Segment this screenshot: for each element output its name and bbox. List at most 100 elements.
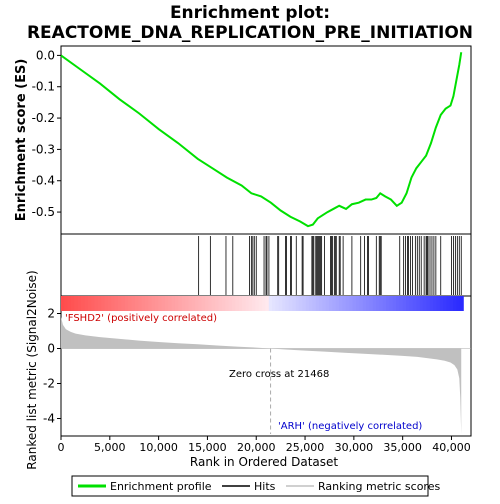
rank-heat-segment (141, 296, 146, 311)
rank-heat-segment (195, 296, 200, 311)
rank-heat-segment (208, 296, 213, 311)
rank-heat-segment (372, 296, 377, 311)
rank-heat-segment (114, 296, 119, 311)
metric-axis-label: Ranked list metric (Signal2Noise) (25, 270, 39, 469)
legend-label-hits: Hits (254, 480, 276, 493)
rank-heat-segment (352, 296, 357, 311)
rank-heat-segment (201, 296, 206, 311)
rank-heat-segment (168, 296, 173, 311)
rank-heat-segment (295, 296, 300, 311)
es-y-tick-label: -0.3 (32, 142, 55, 156)
rank-heat-segment (101, 296, 106, 311)
negative-correlation-label: 'ARH' (negatively correlated) (278, 421, 422, 432)
rank-heat-segment (148, 296, 153, 311)
rank-heat-segment (74, 296, 79, 311)
rank-heat-segment (225, 296, 230, 311)
rank-heat-segment (436, 296, 441, 311)
rank-heat-segment (235, 296, 240, 311)
rank-heat-segment (188, 296, 193, 311)
rank-heat-segment (302, 296, 307, 311)
metric-y-tick-label: 2 (47, 307, 55, 321)
rank-heat-segment (111, 296, 116, 311)
rank-heat-segment (365, 296, 370, 311)
es-y-tick-label: -0.4 (32, 174, 55, 188)
ranked-metric-area (61, 317, 462, 435)
metric-y-tick-label: -2 (43, 377, 55, 391)
rank-heat-segment (386, 296, 391, 311)
rank-heat-segment (359, 296, 364, 311)
rank-heat-segment (342, 296, 347, 311)
rank-heat-segment (121, 296, 126, 311)
rank-heat-segment (355, 296, 360, 311)
rank-heat-segment (245, 296, 250, 311)
rank-heat-segment (288, 296, 293, 311)
rank-heat-segment (325, 296, 330, 311)
rank-heat-segment (84, 296, 89, 311)
rank-heat-segment (422, 296, 427, 311)
rank-heat-segment (158, 296, 163, 311)
x-tick-label: 15,000 (188, 441, 227, 454)
rank-heat-segment (198, 296, 203, 311)
rank-heat-segment (309, 296, 313, 311)
rank-heat-segment (362, 296, 367, 311)
rank-heat-segment (453, 296, 458, 311)
rank-heat-segment (456, 296, 461, 311)
rank-heat-segment (64, 296, 69, 311)
rank-heat-segment (319, 296, 324, 311)
es-panel-frame (60, 45, 472, 235)
rank-heat-segment (429, 296, 434, 311)
rank-heat-segment (412, 296, 417, 311)
rank-heat-segment (124, 296, 129, 311)
x-tick-label: 20,000 (237, 441, 276, 454)
chart-title: Enrichment plot: (170, 3, 330, 23)
x-tick-label: 10,000 (139, 441, 178, 454)
rank-heat-segment (138, 296, 143, 311)
es-axis-label: Enrichment score (ES) (14, 59, 29, 222)
rank-heat-segment (433, 296, 437, 311)
x-tick-label: 5,000 (94, 441, 126, 454)
rank-heat-segment (275, 296, 280, 311)
rank-heat-segment (131, 296, 136, 311)
rank-heat-segment (241, 296, 246, 311)
x-tick-label: 40,000 (432, 441, 471, 454)
rank-heat-segment (255, 296, 260, 311)
rank-heat-segment (71, 296, 76, 311)
rank-heat-segment (228, 296, 233, 311)
x-tick-label: 35,000 (383, 441, 422, 454)
rank-heat-segment (272, 296, 277, 311)
legend: Enrichment profile Hits Ranking metric s… (71, 475, 440, 497)
metric-y-tick-label: 0 (47, 342, 55, 356)
rank-heat-segment (94, 296, 99, 311)
rank-heat-segment (315, 296, 320, 311)
rank-heat-segment (97, 296, 102, 311)
es-y-tick-label: -0.5 (32, 205, 55, 219)
legend-label-enrichment: Enrichment profile (110, 480, 212, 493)
rank-heat-segment (402, 296, 407, 311)
rank-heat-segment (443, 296, 448, 311)
rank-heat-segment (164, 296, 169, 311)
rank-heat-segment (77, 296, 82, 311)
rank-heat-segment (345, 296, 350, 311)
rank-heat-segment (392, 296, 397, 311)
rank-heat-segment (218, 296, 223, 311)
rank-heat-segment (305, 296, 310, 311)
rank-heat-segment (292, 296, 297, 311)
rank-heat-segment (161, 296, 166, 311)
rank-heat-segment (329, 296, 334, 311)
rank-heat-segment (191, 296, 196, 311)
rank-heat-segment (268, 296, 273, 311)
rank-heat-segment (446, 296, 451, 311)
legend-label-metric: Ranking metric scores (318, 480, 440, 493)
rank-heat-segment (171, 296, 176, 311)
positive-correlation-label: 'FSHD2' (positively correlated) (65, 313, 217, 324)
rank-heat-segment (439, 296, 444, 311)
x-tick-label: 0 (58, 441, 65, 454)
x-axis-label: Rank in Ordered Dataset (190, 455, 338, 469)
rank-heat-segment (252, 296, 256, 311)
es-y-tick-label: 0.0 (36, 48, 55, 62)
rank-heat-segment (128, 296, 132, 311)
metric-y-tick-label: -4 (43, 412, 55, 426)
rank-heat-segment (91, 296, 96, 311)
